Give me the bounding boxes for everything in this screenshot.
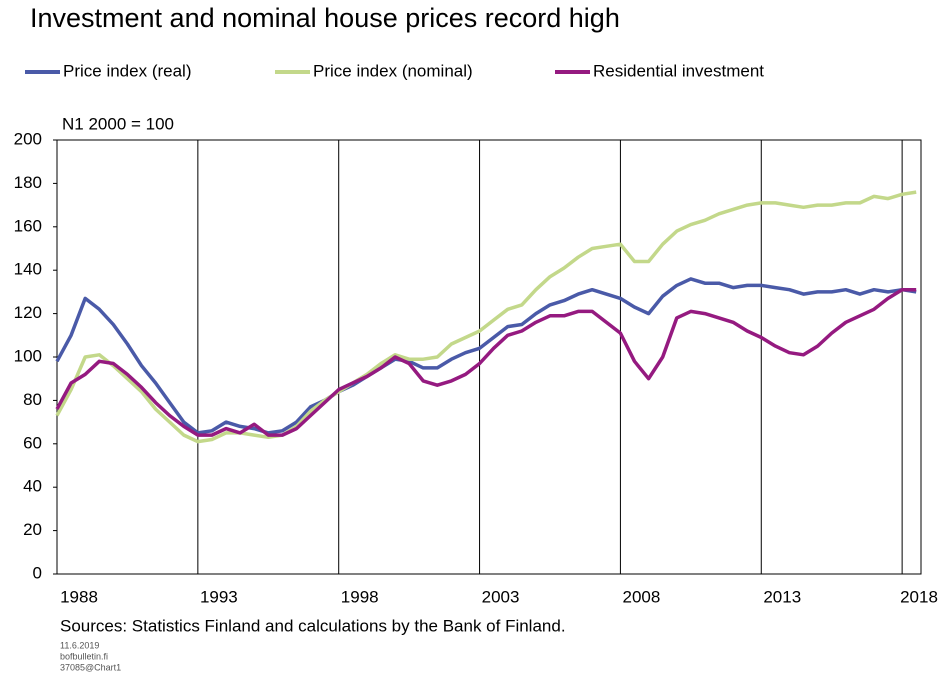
- footnote: 11.6.2019: [60, 640, 99, 650]
- x-tick-label: 2003: [482, 587, 520, 606]
- y-tick-label: 20: [23, 520, 42, 539]
- y-tick-label: 80: [23, 390, 42, 409]
- series-line: [55, 287, 917, 437]
- chart-title: Investment and nominal house prices reco…: [30, 3, 620, 33]
- y-tick-label: 140: [14, 260, 42, 279]
- unit-note: N1 2000 = 100: [62, 114, 174, 133]
- y-tick-label: 160: [14, 216, 42, 235]
- y-tick-label: 120: [14, 303, 42, 322]
- legend-label: Price index (real): [63, 61, 192, 80]
- x-tick-label: 2018: [900, 587, 938, 606]
- source: Sources: Statistics Finland and calculat…: [60, 616, 566, 635]
- legend-label: Residential investment: [593, 61, 764, 80]
- x-tick-label: 1998: [341, 587, 379, 606]
- y-tick-label: 0: [33, 563, 42, 582]
- footnote: 37085@Chart1: [60, 662, 121, 672]
- y-tick-label: 40: [23, 477, 42, 496]
- x-tick-label: 1988: [60, 587, 98, 606]
- y-tick-label: 200: [14, 129, 42, 148]
- y-tick-label: 100: [14, 346, 42, 365]
- x-tick-label: 2013: [763, 587, 801, 606]
- series-line: [55, 190, 917, 444]
- legend-label: Price index (nominal): [313, 61, 473, 80]
- x-tick-label: 2008: [623, 587, 661, 606]
- y-tick-label: 60: [23, 433, 42, 452]
- footnote: bofbulletin.fi: [60, 651, 108, 661]
- series-line: [55, 277, 917, 435]
- x-tick-label: 1993: [200, 587, 238, 606]
- y-tick-label: 180: [14, 173, 42, 192]
